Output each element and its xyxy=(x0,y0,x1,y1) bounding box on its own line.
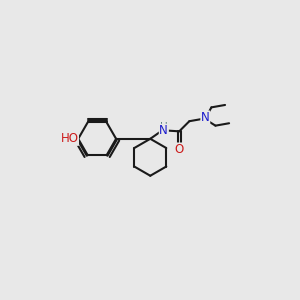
Text: O: O xyxy=(174,143,183,156)
Text: H: H xyxy=(160,122,168,132)
Text: N: N xyxy=(201,111,210,124)
Text: N: N xyxy=(159,124,168,137)
Text: HO: HO xyxy=(60,132,78,145)
